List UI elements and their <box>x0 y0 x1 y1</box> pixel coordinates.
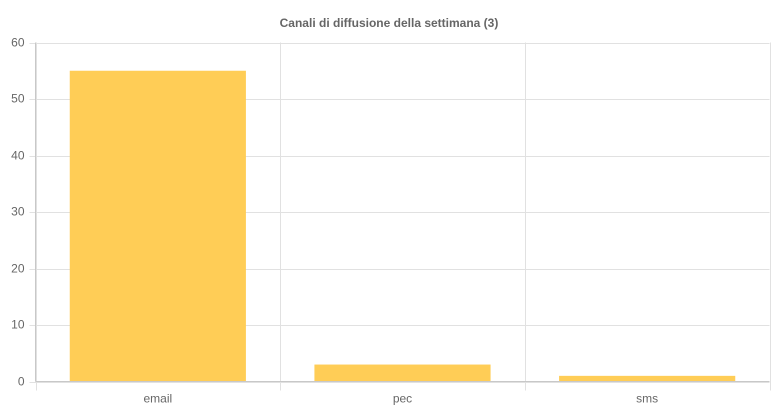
chart-title: Canali di diffusione della settimana (3) <box>280 16 499 30</box>
bar <box>559 375 736 382</box>
y-tick-label: 0 <box>18 375 25 389</box>
bar <box>69 70 246 382</box>
y-tick-label: 20 <box>11 262 25 276</box>
y-tick-label: 40 <box>11 149 25 163</box>
y-tick-label: 60 <box>11 36 25 50</box>
y-tick-label: 50 <box>11 92 25 106</box>
x-tick-label: pec <box>393 392 412 406</box>
bar <box>314 364 491 382</box>
y-tick-label: 30 <box>11 205 25 219</box>
x-tick-label: email <box>143 392 172 406</box>
x-tick-label: sms <box>636 392 658 406</box>
y-tick-label: 10 <box>11 318 25 332</box>
